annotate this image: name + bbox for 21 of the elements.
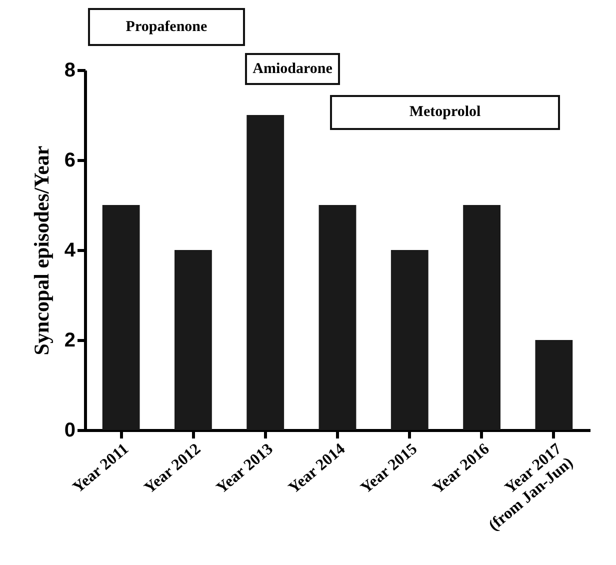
y-tick-label: 0 [64, 420, 76, 442]
bar [535, 340, 573, 430]
bar [463, 205, 500, 430]
x-tick-label: Year 2011 [70, 440, 132, 496]
bar [390, 250, 428, 430]
y-axis-title: Syncopal episodes/Year [29, 146, 54, 356]
bar [318, 205, 356, 430]
bar [246, 115, 284, 430]
y-tick-label: 4 [64, 240, 76, 262]
y-tick-label: 2 [64, 330, 76, 352]
bar [174, 250, 212, 430]
y-tick-label: 8 [64, 60, 76, 82]
x-tick-label: Year 2015 [358, 440, 421, 498]
x-tick-label: Year 2013 [213, 440, 276, 498]
label-frame: Metoprolol [330, 95, 560, 130]
label-frame: Propafenone [88, 8, 245, 46]
x-tick-label: Year 2012 [141, 440, 204, 498]
label-frame: Amiodarone [245, 53, 340, 85]
y-tick-label: 6 [64, 150, 76, 172]
bar [102, 205, 140, 430]
x-tick-label: Year 2016 [430, 440, 493, 498]
